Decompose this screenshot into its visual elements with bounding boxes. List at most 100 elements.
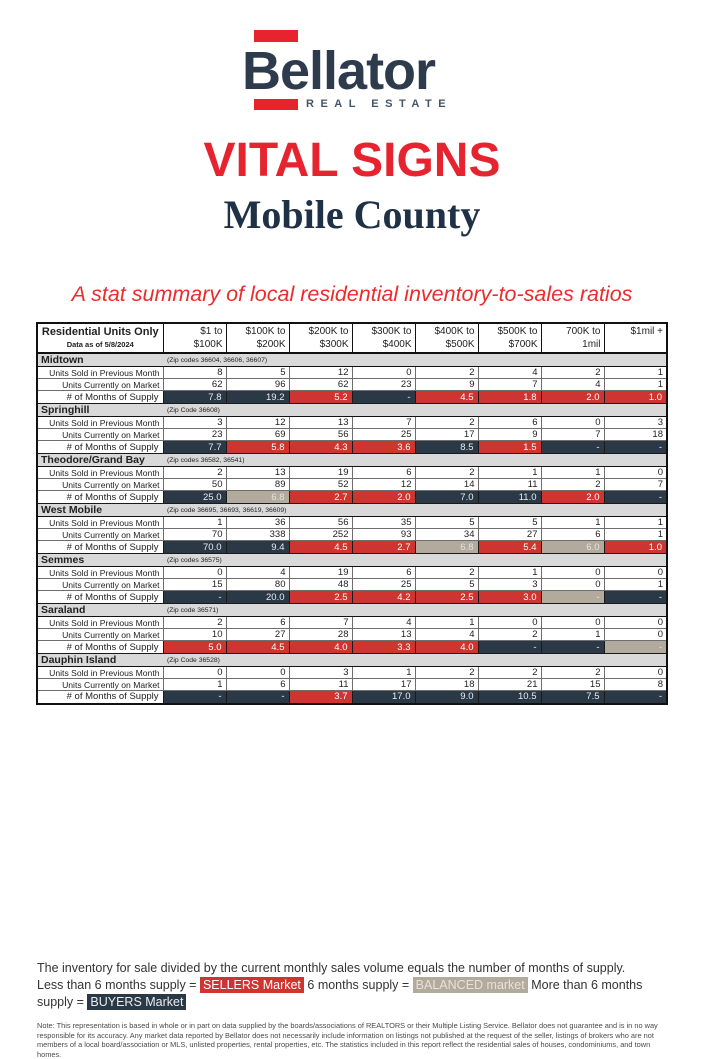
price-column-header: $100K to $200K bbox=[225, 322, 290, 354]
supply-cell-buyers: 9.0 bbox=[414, 690, 479, 704]
row-label: # of Months of Supply bbox=[36, 390, 164, 404]
supply-cell-buyers: 19.2 bbox=[225, 390, 290, 404]
value-cell: 0 bbox=[603, 566, 668, 579]
value-cell: 3 bbox=[162, 416, 227, 429]
supply-cell-buyers: - bbox=[477, 640, 542, 654]
supply-cell-buyers: 17.0 bbox=[351, 690, 416, 704]
value-cell: 11 bbox=[288, 678, 353, 691]
row-label: # of Months of Supply bbox=[36, 540, 164, 554]
value-cell: 11 bbox=[477, 478, 542, 491]
value-cell: 2 bbox=[477, 666, 542, 679]
section-name: Midtown bbox=[37, 352, 163, 367]
legend-chip-balanced: BALANCED market bbox=[412, 977, 528, 993]
row-label: Units Sold in Previous Month bbox=[36, 366, 164, 379]
logo-red-bar-top bbox=[254, 30, 298, 42]
value-cell: 4 bbox=[540, 378, 605, 391]
value-cell: 89 bbox=[225, 478, 290, 491]
price-range-line1: $200K to bbox=[308, 326, 349, 337]
supply-cell-balanced: - bbox=[540, 590, 605, 604]
row-label: Units Sold in Previous Month bbox=[36, 516, 164, 529]
row-label: Units Sold in Previous Month bbox=[36, 416, 164, 429]
supply-cell-sellers: 5.0 bbox=[162, 640, 227, 654]
value-cell: 1 bbox=[603, 578, 668, 591]
value-cell: 62 bbox=[288, 378, 353, 391]
supply-cell-buyers: - bbox=[603, 690, 668, 704]
logo-tagline: REAL ESTATE bbox=[306, 98, 453, 110]
supply-cell-sellers: 1.8 bbox=[477, 390, 542, 404]
table-corner-cell: Residential Units Only Data as of 5/8/20… bbox=[36, 322, 164, 354]
supply-cell-buyers: - bbox=[603, 440, 668, 454]
months-of-supply-row: # of Months of Supply 7.7 5.8 4.3 3.6 8.5 1.5-… bbox=[36, 440, 668, 454]
supply-cell-buyers: - bbox=[603, 590, 668, 604]
value-cell: 5 bbox=[225, 366, 290, 379]
value-cell: 0 bbox=[162, 666, 227, 679]
price-column-header: $500K to $700K bbox=[477, 322, 542, 354]
supply-cell-sellers: 2.0 bbox=[351, 490, 416, 504]
value-cell: 0 bbox=[603, 466, 668, 479]
row-label: Units Currently on Market bbox=[36, 478, 164, 491]
supply-cell-sellers: 4.2 bbox=[351, 590, 416, 604]
value-cell: 3 bbox=[288, 666, 353, 679]
value-cell: 2 bbox=[162, 466, 227, 479]
months-of-supply-row: # of Months of Supply 7.8 19.2 5.2-4.5 1.8 2.… bbox=[36, 390, 668, 404]
units-on-market-row: Units Currently on Market 1 6 11 17 18 21 15 8 bbox=[36, 678, 668, 691]
value-cell: 1 bbox=[603, 528, 668, 541]
units-on-market-row: Units Currently on Market 70 338 252 93 34 27 6… bbox=[36, 528, 668, 541]
value-cell: 6 bbox=[540, 528, 605, 541]
supply-cell-sellers: 1.0 bbox=[603, 540, 668, 554]
value-cell: 5 bbox=[477, 516, 542, 529]
value-cell: 9 bbox=[477, 428, 542, 441]
row-label: Units Currently on Market bbox=[36, 528, 164, 541]
supply-cell-buyers: - bbox=[162, 590, 227, 604]
section-zip-codes: (Zip codes 36582, 36541) bbox=[163, 453, 667, 467]
supply-cell-sellers: 5.2 bbox=[288, 390, 353, 404]
value-cell: 7 bbox=[540, 428, 605, 441]
value-cell: 70 bbox=[162, 528, 227, 541]
legend-chip-sellers: SELLERS Market bbox=[199, 977, 304, 993]
value-cell: 15 bbox=[540, 678, 605, 691]
value-cell: 1 bbox=[603, 366, 668, 379]
value-cell: 27 bbox=[477, 528, 542, 541]
price-column-header: $300K to $400K bbox=[351, 322, 416, 354]
value-cell: 5 bbox=[414, 578, 479, 591]
supply-cell-buyers: - bbox=[225, 690, 290, 704]
section-name: Theodore/Grand Bay bbox=[37, 453, 163, 467]
supply-cell-sellers: 2.7 bbox=[288, 490, 353, 504]
value-cell: 4 bbox=[225, 566, 290, 579]
value-cell: 8 bbox=[162, 366, 227, 379]
value-cell: 1 bbox=[477, 466, 542, 479]
value-cell: 6 bbox=[225, 678, 290, 691]
supply-cell-buyers: 11.0 bbox=[477, 490, 542, 504]
section-header-row: Springhill (Zip Code 36608) bbox=[37, 403, 667, 417]
row-label: # of Months of Supply bbox=[36, 440, 164, 454]
value-cell: 2 bbox=[414, 666, 479, 679]
value-cell: 8 bbox=[603, 678, 668, 691]
page-tagline: A stat summary of local residential inve… bbox=[71, 282, 633, 306]
value-cell: 4 bbox=[477, 366, 542, 379]
value-cell: 13 bbox=[288, 416, 353, 429]
value-cell: 13 bbox=[225, 466, 290, 479]
supply-cell-buyers: - bbox=[540, 440, 605, 454]
price-column-header: $400K to $500K bbox=[414, 322, 479, 354]
value-cell: 7 bbox=[477, 378, 542, 391]
section-zip-codes: (Zip code 36695, 36693, 36619, 36609) bbox=[163, 503, 667, 517]
supply-cell-buyers: 7.0 bbox=[414, 490, 479, 504]
value-cell: 21 bbox=[477, 678, 542, 691]
value-cell: 18 bbox=[414, 678, 479, 691]
supply-cell-sellers: 4.5 bbox=[414, 390, 479, 404]
supply-cell-buyers: - bbox=[351, 390, 416, 404]
row-label: Units Sold in Previous Month bbox=[36, 466, 164, 479]
page-subtitle: Mobile County bbox=[223, 192, 481, 237]
value-cell: 0 bbox=[603, 616, 668, 629]
corner-subtitle: Data as of 5/8/2024 bbox=[66, 340, 134, 349]
row-label: Units Sold in Previous Month bbox=[36, 666, 164, 679]
value-cell: 80 bbox=[225, 578, 290, 591]
legend-text: 6 months supply = bbox=[303, 978, 413, 992]
disclaimer-text: Note: This representation is based in wh… bbox=[37, 1021, 658, 1059]
supply-cell-sellers: 4.0 bbox=[414, 640, 479, 654]
supply-cell-buyers: 7.7 bbox=[162, 440, 227, 454]
value-cell: 0 bbox=[540, 578, 605, 591]
value-cell: 6 bbox=[351, 466, 416, 479]
value-cell: 28 bbox=[288, 628, 353, 641]
price-range-line2: $400K bbox=[382, 339, 412, 350]
